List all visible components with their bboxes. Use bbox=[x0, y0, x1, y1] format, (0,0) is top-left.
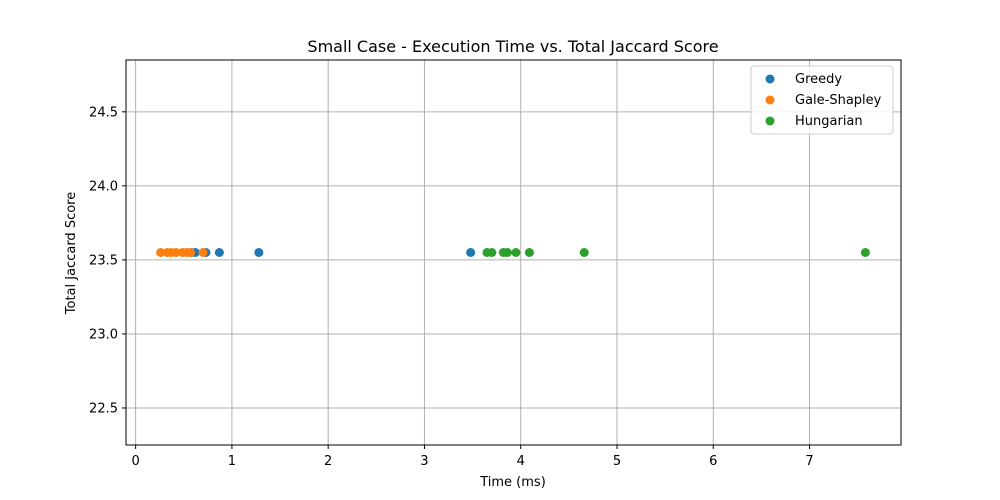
point-hungarian bbox=[860, 248, 870, 257]
y-tick-label: 24.5 bbox=[89, 105, 118, 120]
y-tick-label: 22.5 bbox=[89, 401, 118, 416]
legend-label-hungarian: Hungarian bbox=[795, 114, 863, 129]
x-tick-label: 1 bbox=[228, 454, 236, 469]
point-hungarian bbox=[579, 248, 589, 257]
chart-title: Small Case - Execution Time vs. Total Ja… bbox=[307, 37, 718, 56]
y-tick-label: 23.0 bbox=[89, 327, 118, 342]
x-tick-label: 0 bbox=[131, 454, 139, 469]
x-tick-label: 3 bbox=[420, 454, 428, 469]
point-gale-shapley bbox=[156, 248, 166, 257]
x-tick-label: 4 bbox=[517, 454, 525, 469]
point-hungarian bbox=[524, 248, 534, 257]
plot-area-frame bbox=[125, 59, 902, 446]
point-gale-shapley bbox=[198, 248, 208, 257]
axis-ticks: 0 1 2 3 4 5 6 7 22.5 23.0 23.5 24.0 24.5 bbox=[89, 105, 814, 469]
data-points bbox=[156, 248, 870, 257]
legend-marker-hungarian bbox=[765, 116, 775, 126]
legend-marker-gale-shapley bbox=[765, 95, 775, 105]
y-axis-label: Total Jaccard Score bbox=[64, 192, 79, 315]
x-tick-label: 5 bbox=[613, 454, 621, 469]
point-gale-shapley bbox=[186, 248, 196, 257]
point-greedy bbox=[214, 248, 224, 257]
point-greedy bbox=[254, 248, 264, 257]
y-tick-label: 24.0 bbox=[89, 179, 118, 194]
legend-label-gale-shapley: Gale-Shapley bbox=[795, 93, 882, 108]
point-hungarian bbox=[487, 248, 497, 257]
x-tick-label: 6 bbox=[709, 454, 717, 469]
point-hungarian bbox=[511, 248, 521, 257]
point-greedy bbox=[466, 248, 476, 257]
legend: Greedy Gale-Shapley Hungarian bbox=[750, 65, 894, 135]
x-tick-label: 7 bbox=[805, 454, 813, 469]
point-gale-shapley bbox=[171, 248, 181, 257]
x-axis-label: Time (ms) bbox=[479, 475, 546, 490]
legend-box bbox=[750, 65, 894, 135]
point-hungarian bbox=[502, 248, 512, 257]
legend-marker-greedy bbox=[765, 74, 775, 84]
x-tick-label: 2 bbox=[324, 454, 332, 469]
y-tick-label: 23.5 bbox=[89, 253, 118, 268]
legend-label-greedy: Greedy bbox=[795, 72, 842, 87]
